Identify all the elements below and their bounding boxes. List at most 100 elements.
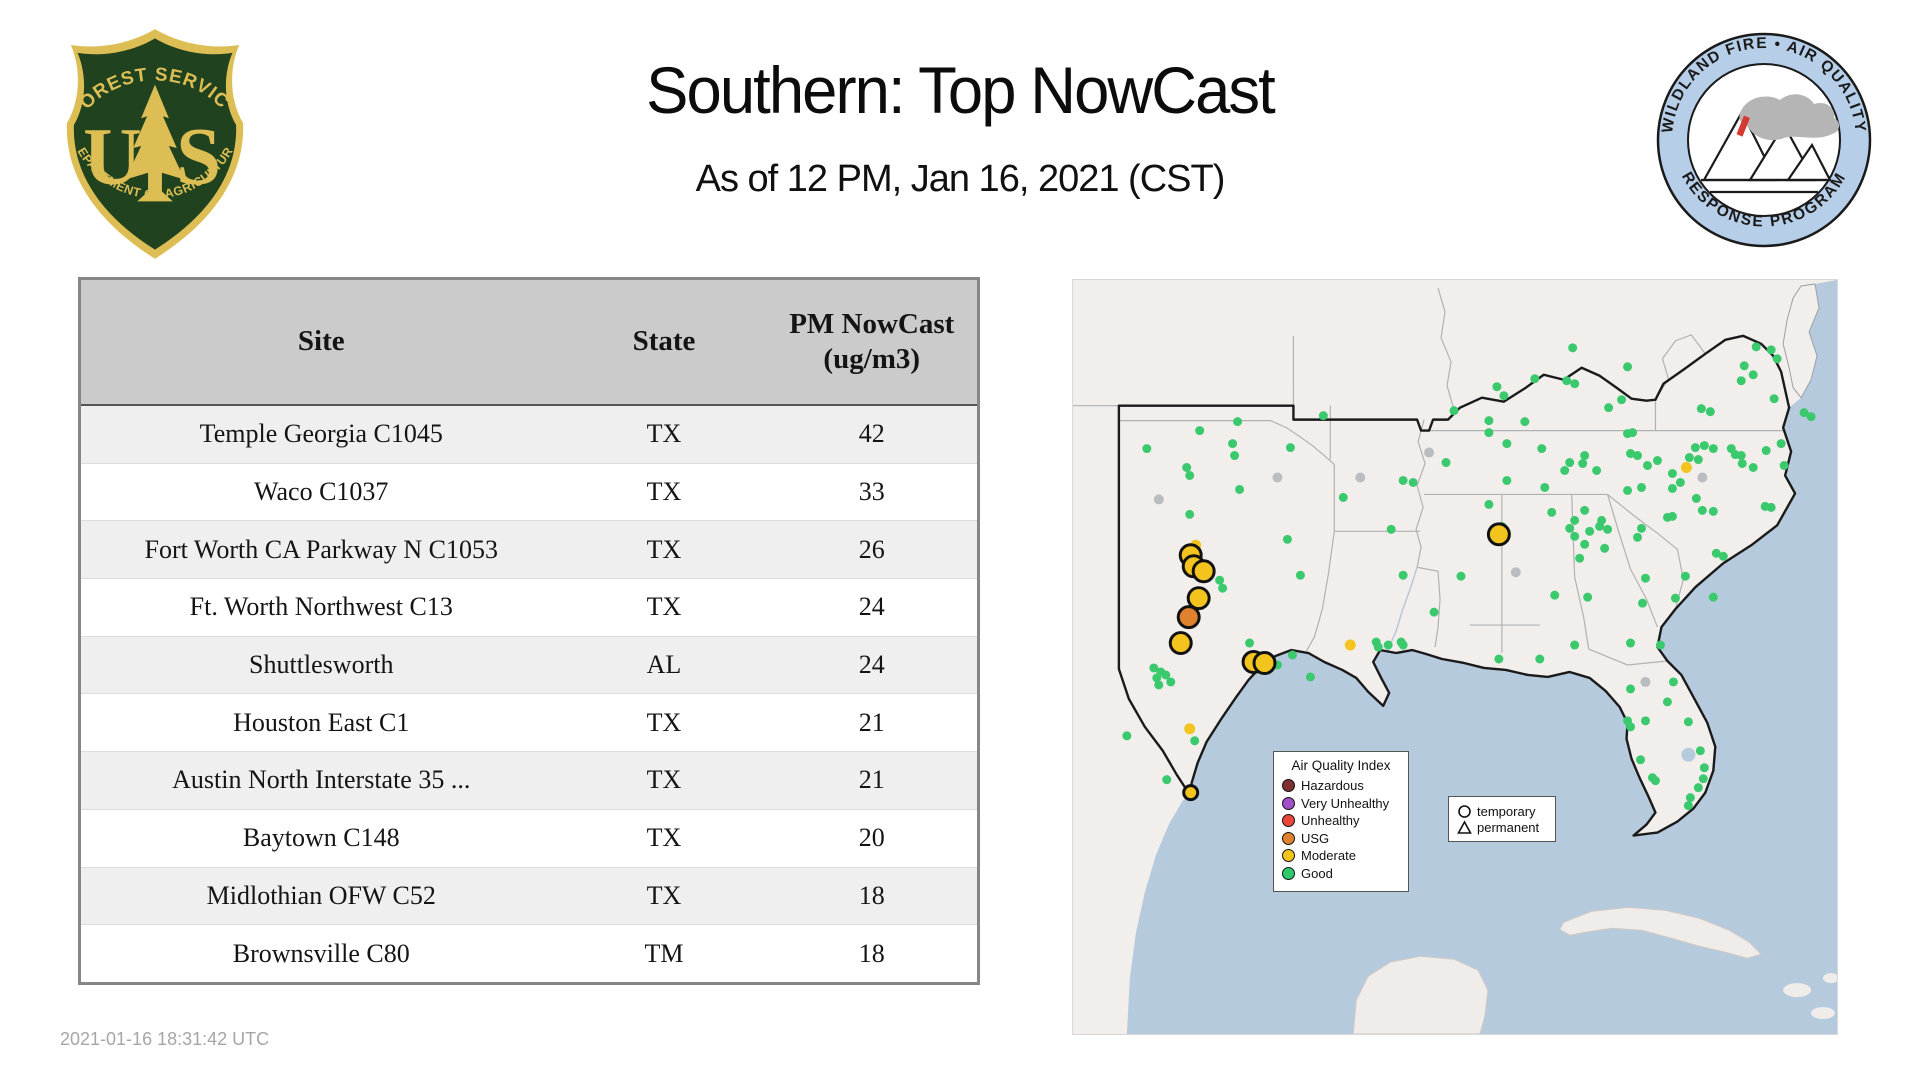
monitor-dot xyxy=(1633,532,1643,542)
monitor-dot xyxy=(1191,559,1216,584)
legend-item: Hazardous xyxy=(1282,778,1400,793)
site-cell: Waco C1037 xyxy=(79,462,562,521)
value-cell: 18 xyxy=(766,924,979,984)
region-boundary xyxy=(1117,334,1797,837)
table-row: Midlothian OFW C52 TX 18 xyxy=(79,866,979,925)
site-cell: Austin North Interstate 35 ... xyxy=(79,751,562,810)
monitor-dot xyxy=(1667,483,1677,493)
monitor-dot xyxy=(1592,466,1602,475)
monitor-dot xyxy=(1499,391,1509,401)
monitor-dot xyxy=(1680,571,1690,581)
flame-icon xyxy=(1736,115,1750,137)
pine-tree-icon xyxy=(125,84,185,202)
monitor-dot xyxy=(1520,417,1530,427)
monitor-dot xyxy=(1228,439,1238,449)
monitor-dot xyxy=(1730,450,1740,460)
header-site: Site xyxy=(79,278,562,406)
legend-swatch xyxy=(1282,849,1295,862)
monitor-dot xyxy=(1626,722,1636,732)
monitor-dot xyxy=(1570,531,1580,541)
monitor-dot xyxy=(1680,462,1692,473)
legend-label: USG xyxy=(1301,830,1330,846)
monitor-dot xyxy=(1580,451,1590,461)
site-cell: Brownsville C80 xyxy=(79,924,562,984)
legend-label: Very Unhealthy xyxy=(1301,795,1390,811)
legend-label: Moderate xyxy=(1301,848,1356,863)
site-cell: Houston East C1 xyxy=(79,693,562,752)
monitor-dot xyxy=(1685,793,1695,803)
legend-swatch xyxy=(1282,779,1295,792)
site-cell: Temple Georgia C1045 xyxy=(79,404,562,464)
monitor-dot xyxy=(1699,763,1709,773)
monitor-dot xyxy=(1695,746,1705,756)
site-cell: Baytown C148 xyxy=(79,808,562,868)
monitor-dot xyxy=(1626,684,1636,694)
monitor-dot xyxy=(1698,774,1708,784)
monitor-dot xyxy=(1386,524,1396,534)
dots-inactive xyxy=(1153,447,1708,687)
monitor-dot xyxy=(1562,376,1572,386)
monitor-dot xyxy=(1675,477,1685,487)
monitor-dot xyxy=(1662,697,1672,707)
monitor-dot xyxy=(1662,512,1672,522)
monitor-dot xyxy=(1760,501,1770,511)
legend-label: permanent xyxy=(1477,819,1540,835)
monitor-dot xyxy=(1142,444,1152,454)
monitor-dot xyxy=(1373,642,1383,652)
legend-label: temporary xyxy=(1477,803,1536,819)
value-cell: 42 xyxy=(766,404,979,464)
nowcast-table: Site State PM NowCast (ug/m3) Temple Geo… xyxy=(78,277,980,985)
monitor-dot xyxy=(1585,526,1595,536)
dots-good xyxy=(1122,342,1816,811)
monitor-dot xyxy=(1626,449,1636,459)
monitor-dot xyxy=(1502,439,1512,449)
monitor-dot xyxy=(1668,677,1678,687)
monitor-dot xyxy=(1230,451,1240,461)
table-row: Fort Worth CA Parkway N C1053 TX 26 xyxy=(79,520,979,579)
monitor-dot xyxy=(1638,598,1647,608)
monitor-dot xyxy=(1305,672,1315,682)
delmarva-land xyxy=(1782,283,1820,399)
monitor-dot xyxy=(1806,412,1816,422)
page-title: Southern: Top NowCast xyxy=(646,53,1276,127)
monitor-dot xyxy=(1161,670,1171,680)
table-row: Ft. Worth Northwest C13 TX 24 xyxy=(79,578,979,637)
wfaqrp-logo: WILDLAND FIRE • AIR QUALITY RESPONSE PRO… xyxy=(1656,32,1872,248)
monitor-dot xyxy=(1603,524,1613,534)
island xyxy=(1783,983,1812,998)
legend-item: temporary xyxy=(1457,803,1547,819)
dots-top-sites xyxy=(1168,522,1511,802)
monitor-dot xyxy=(1252,651,1277,675)
monitor-dot xyxy=(1637,482,1646,492)
monitor-dot xyxy=(1492,382,1502,392)
legend-swatch xyxy=(1282,866,1295,880)
site-cell: Ft. Worth Northwest C13 xyxy=(79,578,562,637)
monitor-dot xyxy=(1684,453,1694,463)
monitor-dot xyxy=(1690,443,1700,453)
usfs-logo: FOREST SERVICE U S DEPARTMENT OF AGRICUL… xyxy=(56,24,244,259)
monitor-dot xyxy=(1705,407,1715,417)
monitor-dot xyxy=(1166,677,1176,687)
state-cell: TX xyxy=(561,404,767,464)
state-cell: TX xyxy=(561,866,767,925)
monitor-dot xyxy=(1429,607,1439,617)
monitor-dot xyxy=(1799,408,1809,418)
monitor-dot xyxy=(1449,406,1459,416)
monitor-dot xyxy=(1636,755,1645,765)
monitor-dot xyxy=(1718,551,1728,561)
monitor-dot xyxy=(1154,680,1164,690)
monitor-dot xyxy=(1424,447,1435,458)
value-cell: 20 xyxy=(766,808,979,868)
monitor-dot xyxy=(1570,640,1580,650)
monitor-dot xyxy=(1195,426,1205,436)
smoke-icon xyxy=(1739,94,1840,141)
monitor-dot xyxy=(1441,458,1451,468)
value-cell: 18 xyxy=(766,866,979,925)
value-cell: 24 xyxy=(766,635,979,694)
yucatan-land xyxy=(1352,955,1489,1034)
table-row: Waco C1037 TX 33 xyxy=(79,462,979,521)
monitor-dot xyxy=(1640,676,1651,687)
monitor-dot xyxy=(1736,376,1746,386)
monitor-dot xyxy=(1398,640,1408,650)
state-cell: TX xyxy=(561,808,767,868)
